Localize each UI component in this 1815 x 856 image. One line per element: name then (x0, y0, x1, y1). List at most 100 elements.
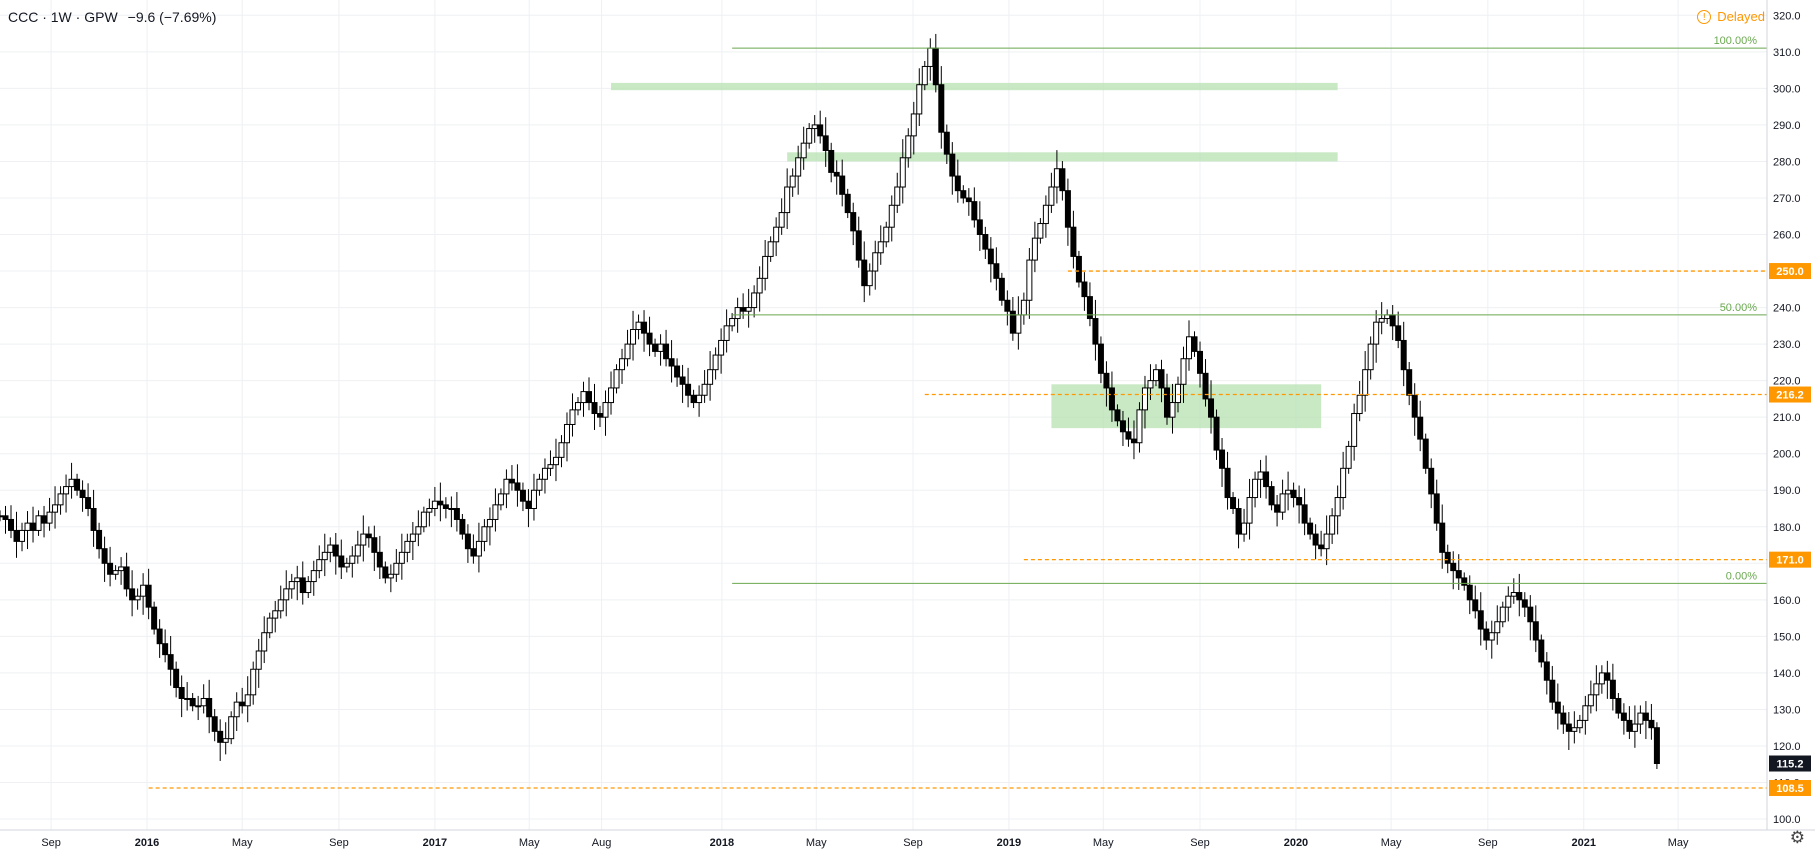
candle-body (1439, 522, 1446, 553)
x-tick-label: Sep (903, 837, 923, 849)
candle-body (409, 533, 416, 542)
candle-body (1505, 595, 1512, 608)
candle-body (905, 135, 912, 159)
candle-body (993, 263, 1000, 279)
candle-body (250, 668, 257, 696)
candle-body (1290, 489, 1297, 499)
y-tick-label: 300.0 (1773, 83, 1801, 95)
candle-body (63, 486, 70, 495)
y-tick-label: 230.0 (1773, 339, 1801, 351)
candle-body (1081, 281, 1088, 298)
candle-body (701, 383, 708, 396)
candle-body (8, 518, 15, 531)
candle-body (382, 566, 389, 579)
candle-body (1422, 438, 1429, 469)
candle-body (558, 442, 565, 458)
candle-body (1494, 621, 1501, 634)
candle-body (1499, 606, 1506, 623)
delayed-indicator[interactable]: ! Delayed (1697, 9, 1765, 24)
candle-body (1532, 621, 1539, 641)
candle-body (696, 394, 703, 404)
candle-body (1593, 683, 1600, 696)
candle-body (101, 548, 108, 564)
candle-body (167, 654, 174, 670)
candle-body (1075, 255, 1082, 283)
candle-body (679, 376, 686, 385)
candle-body (57, 493, 64, 506)
candle-body (387, 573, 394, 579)
candle-body (46, 511, 53, 524)
level-badge (1769, 386, 1811, 403)
candle-body (574, 402, 581, 411)
candle-body (470, 548, 477, 557)
candle-body (932, 47, 939, 86)
candle-body (1213, 416, 1220, 451)
candle-body (1285, 489, 1292, 495)
x-tick-label: Aug (592, 837, 612, 849)
candle-body (899, 157, 906, 188)
candle-body (795, 157, 802, 177)
candle-body (850, 212, 857, 232)
candle-body (602, 402, 609, 418)
candle-body (1208, 398, 1215, 418)
candle-body (866, 270, 873, 287)
candle-body (261, 632, 268, 652)
candle-body (910, 113, 917, 137)
y-tick-label: 200.0 (1773, 449, 1801, 461)
candle-body (1274, 504, 1281, 513)
candle-body (921, 65, 928, 86)
candle-body (723, 325, 730, 341)
candle-body (178, 687, 185, 699)
candle-body (1549, 679, 1556, 703)
candle-body (778, 212, 785, 228)
candle-body (718, 339, 725, 356)
candle-body (1538, 639, 1545, 663)
candle-body (1191, 336, 1198, 352)
y-tick-label: 210.0 (1773, 412, 1801, 424)
candle-body (657, 343, 664, 352)
candle-body (767, 241, 774, 257)
candle-body (1059, 168, 1066, 192)
x-tick-label: May (1093, 837, 1114, 849)
candle-body (855, 230, 862, 261)
candle-body (586, 391, 592, 404)
candle-body (1015, 314, 1022, 334)
candle-body (1620, 712, 1627, 721)
candle-body (24, 522, 31, 531)
candle-body (52, 504, 59, 513)
grid (0, 0, 1767, 830)
y-tick-label: 240.0 (1773, 303, 1801, 315)
candle-body (1158, 369, 1165, 389)
candle-body (211, 716, 218, 732)
candle-body (393, 562, 400, 575)
candle-body (1554, 701, 1561, 714)
y-tick-label: 140.0 (1773, 668, 1801, 680)
candle-body (1466, 584, 1473, 601)
candle-body (305, 581, 312, 594)
candle-body (762, 255, 769, 279)
candle-body (1086, 296, 1093, 320)
candle-body (0, 515, 3, 518)
candle-body (217, 730, 224, 743)
candle-body (1026, 259, 1033, 301)
candle-body (277, 599, 284, 612)
candle-body (288, 581, 295, 590)
candle-body (79, 489, 86, 499)
zone-rect (787, 152, 1338, 162)
candle-body (453, 508, 460, 520)
candle-body (916, 84, 923, 115)
candle-body (608, 387, 615, 404)
price-badges: 250.0 216.2 171.0 108.5 115.2 (1769, 263, 1811, 796)
y-tick-label: 310.0 (1773, 47, 1801, 59)
candle-body (839, 175, 846, 195)
y-tick-label: 180.0 (1773, 522, 1801, 534)
candle-body (960, 190, 967, 199)
candle-body (1395, 325, 1402, 341)
gear-icon[interactable]: ⚙ (1789, 828, 1805, 848)
candle-body (1252, 478, 1259, 499)
candle-body (619, 358, 626, 371)
candle-body (442, 504, 449, 510)
candle-body (800, 142, 807, 159)
candle-body (773, 226, 780, 243)
